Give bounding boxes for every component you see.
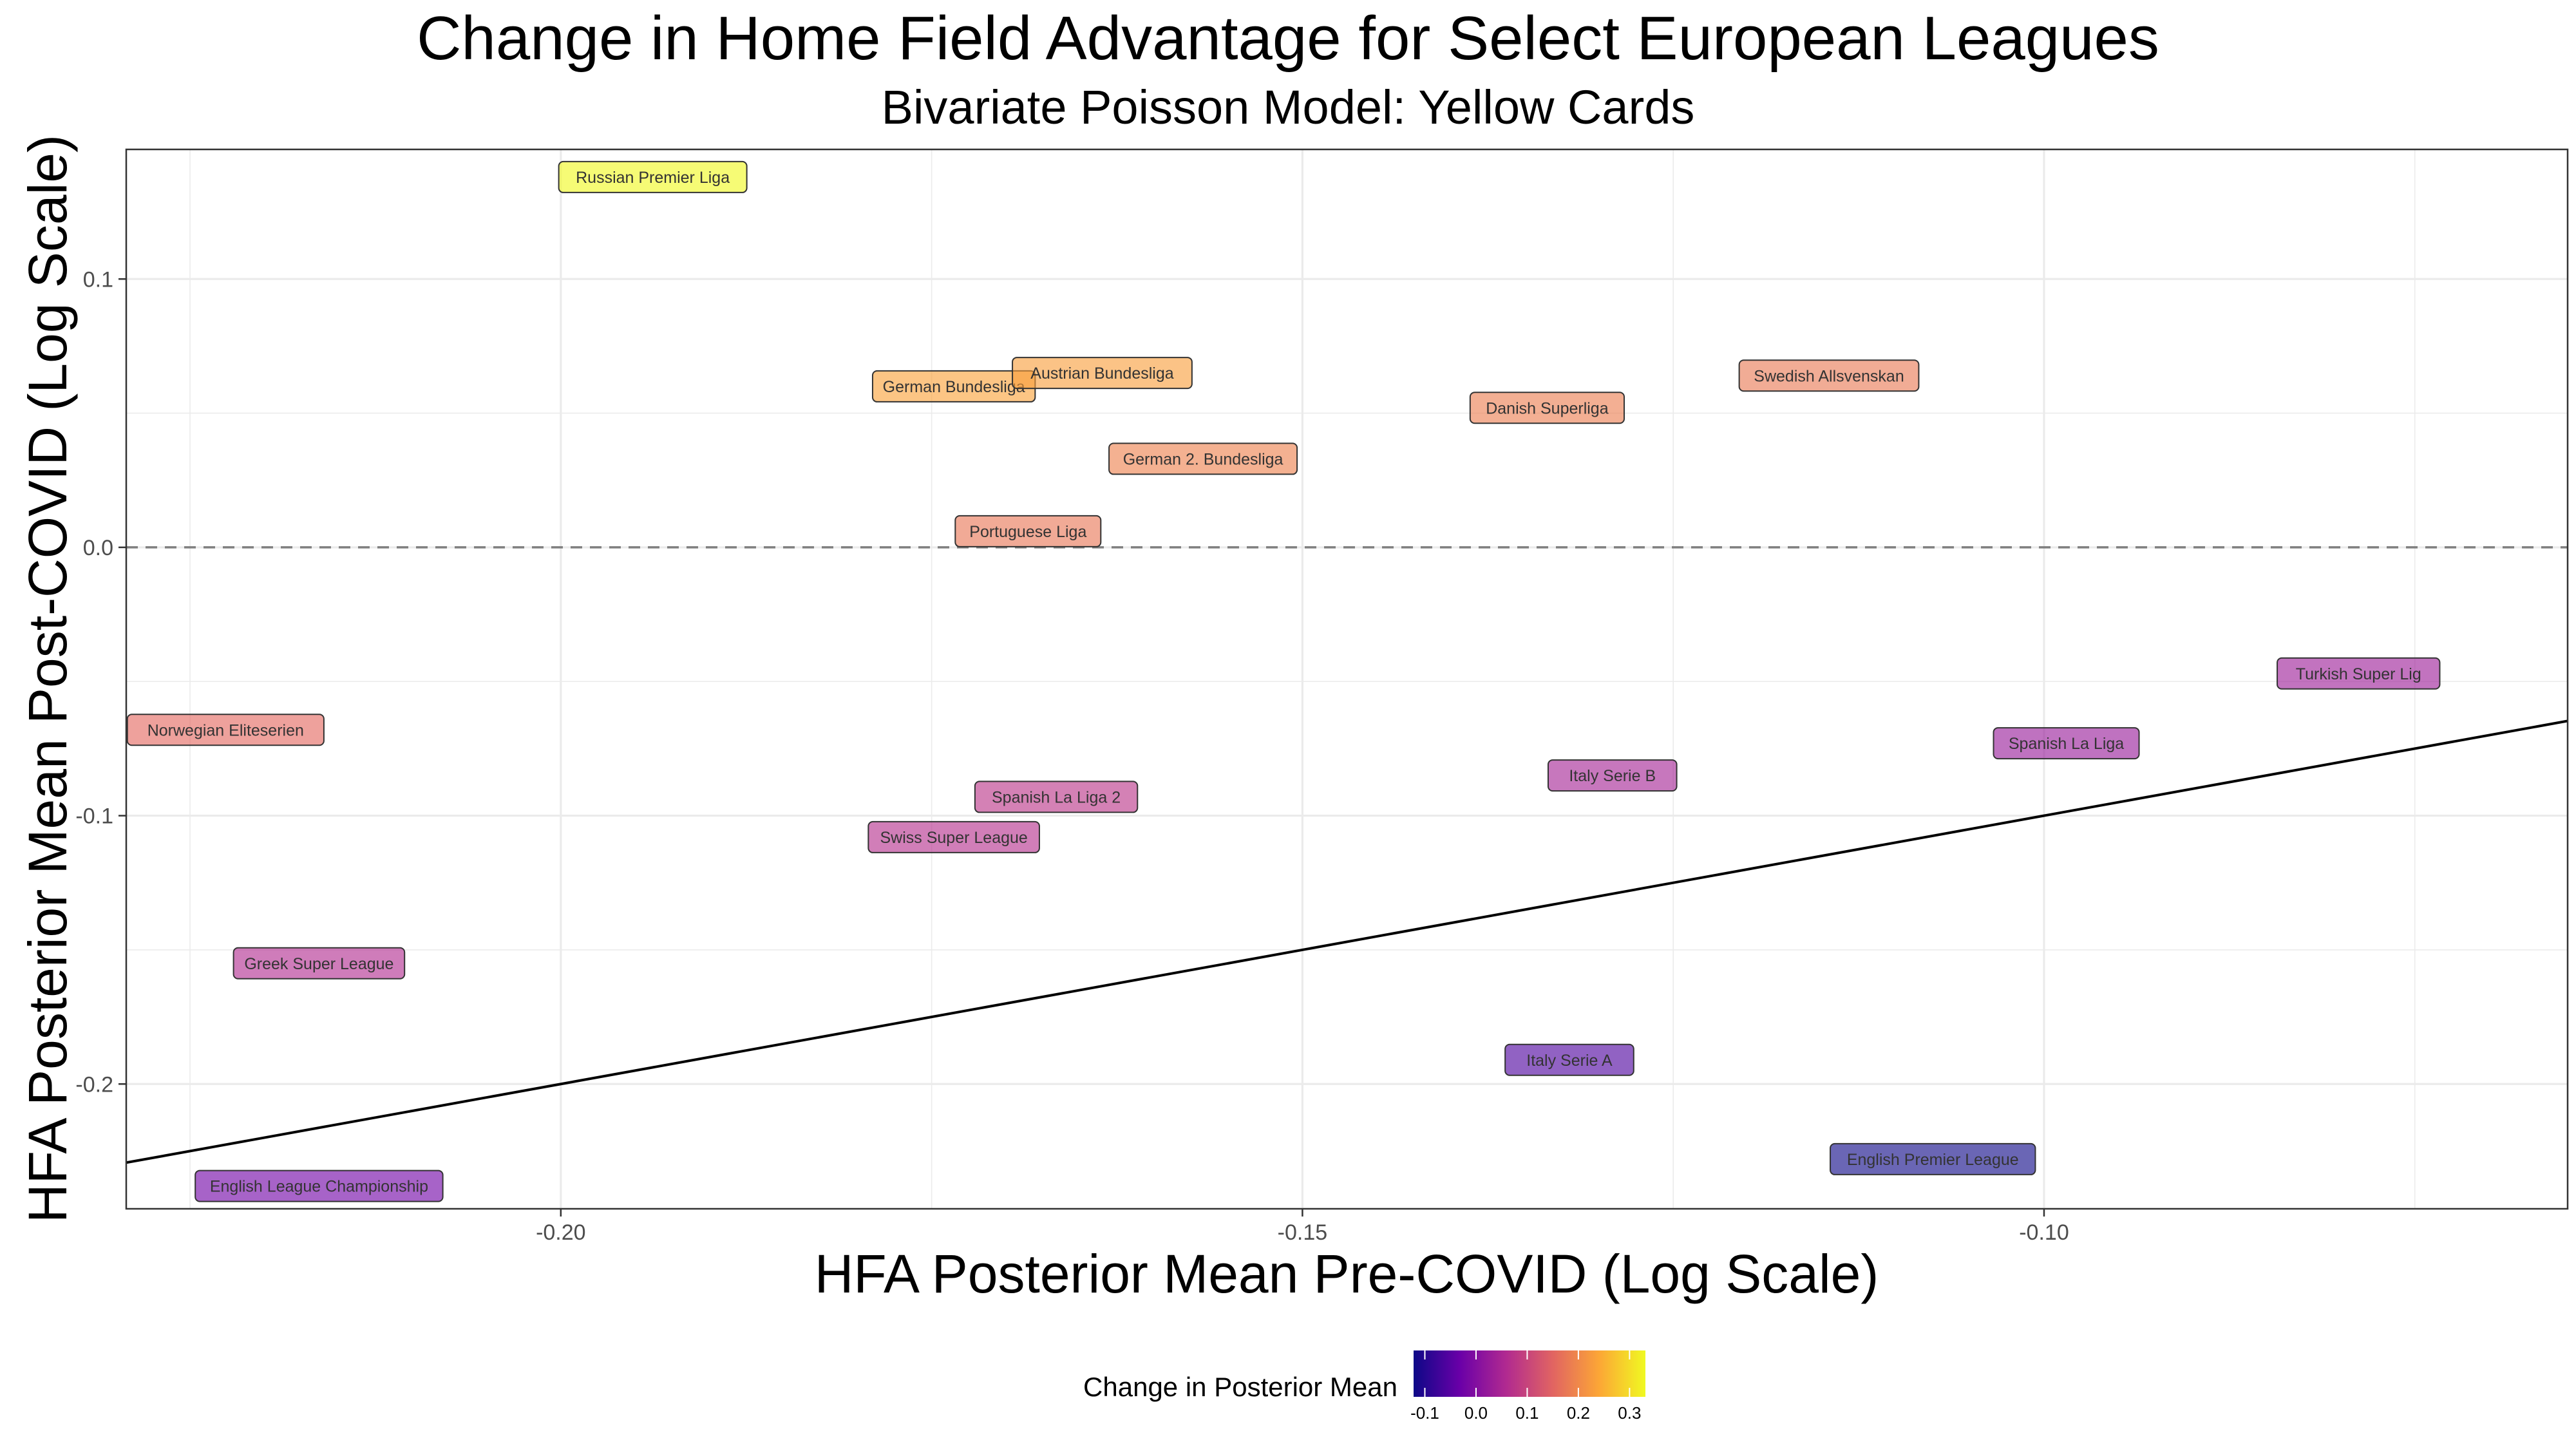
point-label: Turkish Super Lig [2277, 657, 2441, 690]
legend-tick-label: 0.0 [1464, 1403, 1488, 1423]
point-label: Norwegian Eliteserien [126, 714, 325, 746]
chart-title: Change in Home Field Advantage for Selec… [417, 4, 2159, 73]
point-label-text: English Premier League [1847, 1151, 2019, 1169]
point-label: Spanish La Liga 2 [974, 781, 1139, 813]
point-label-text: Norwegian Eliteserien [147, 721, 304, 739]
point-label-box [1012, 357, 1193, 390]
point-label: Italy Serie B [1547, 759, 1678, 792]
point-label-box [558, 160, 748, 193]
panel-background [126, 149, 2568, 1209]
minor-grid [126, 149, 2568, 1209]
point-label-box [1993, 727, 2140, 760]
y-axis-title: HFA Posterior Mean Post-COVID (Log Scale… [17, 135, 78, 1223]
point-label-box [974, 781, 1139, 813]
point-label-text: Spanish La Liga 2 [992, 788, 1121, 806]
point-label-box [2277, 657, 2441, 690]
point-label-text: Greek Super League [244, 955, 393, 973]
legend-tick-label: 0.2 [1567, 1403, 1590, 1423]
point-label: English League Championship [194, 1170, 444, 1202]
point-label: Greek Super League [232, 947, 406, 980]
point-label-text: Swiss Super League [880, 829, 1028, 847]
point-label: German Bundesliga [871, 370, 1036, 402]
point-label-box [867, 820, 1040, 853]
point-label-box [1108, 442, 1298, 475]
chart-subtitle: Bivariate Poisson Model: Yellow Cards [882, 80, 1695, 134]
point-label-text: Swedish Allsvenskan [1754, 367, 1904, 385]
y-tick-label: 0.0 [83, 536, 113, 560]
point-label-box [1469, 392, 1625, 424]
point-label-text: Austrian Bundesliga [1030, 365, 1173, 383]
point-label-text: Italy Serie A [1526, 1052, 1613, 1070]
legend-title: Change in Posterior Mean [1083, 1372, 1397, 1402]
y-axis: 0.1 0.0 -0.1 -0.2 [75, 267, 126, 1097]
point-label: German 2. Bundesliga [1108, 442, 1298, 475]
point-label-text: Russian Premier Liga [576, 169, 730, 187]
y-tick-label: -0.2 [75, 1072, 113, 1097]
point-label: Swiss Super League [867, 820, 1040, 853]
x-tick-label: -0.20 [536, 1220, 586, 1245]
legend-tick-label: 0.1 [1515, 1403, 1539, 1423]
x-tick-label: -0.10 [2019, 1220, 2069, 1245]
y-tick-label: -0.1 [75, 804, 113, 829]
point-label: Italy Serie A [1504, 1043, 1634, 1076]
point-label: English Premier League [1830, 1142, 2036, 1175]
point-label: Swedish Allsvenskan [1738, 359, 1920, 392]
point-label-box [194, 1170, 444, 1202]
plot-panel: Russian Premier Liga German Bundesliga Aus… [125, 148, 2569, 1210]
point-label-text: Spanish La Liga [2009, 735, 2124, 753]
point-label-box [1504, 1043, 1634, 1076]
point-label-box [954, 515, 1102, 547]
point-label-box [1738, 359, 1920, 392]
legend: Change in Posterior Mean -0.1 0.0 0.1 0.2 0.… [1083, 1350, 1645, 1423]
y-tick-label: 0.1 [83, 267, 113, 292]
identity-line [126, 719, 2568, 1164]
legend-colorbar [1414, 1350, 1645, 1397]
point-label-box [1547, 759, 1678, 792]
point-label: Austrian Bundesliga [1012, 357, 1193, 390]
x-tick-label: -0.15 [1278, 1220, 1328, 1245]
x-axis: -0.20 -0.15 -0.10 [536, 1209, 2069, 1245]
reference-lines [126, 546, 2568, 1164]
point-label-box [126, 714, 325, 746]
legend-tick-label: -0.1 [1410, 1403, 1439, 1423]
point-label: Danish Superliga [1469, 392, 1625, 424]
point-label: Russian Premier Liga [558, 160, 748, 193]
point-label-text: Portuguese Liga [969, 523, 1086, 541]
point-label-text: English League Championship [210, 1178, 428, 1196]
point-label-text: Danish Superliga [1486, 399, 1608, 417]
point-label-text: Turkish Super Lig [2296, 665, 2421, 683]
x-axis-title: HFA Posterior Mean Pre-COVID (Log Scale) [815, 1244, 1879, 1304]
point-label-text: German 2. Bundesliga [1123, 450, 1283, 468]
point-label-text: German Bundesliga [883, 378, 1025, 396]
legend-ticks: -0.1 0.0 0.1 0.2 0.3 [1410, 1350, 1641, 1423]
point-label-text: Italy Serie B [1569, 767, 1656, 785]
panel-border [125, 148, 2569, 1210]
point-labels: Russian Premier Liga German Bundesliga Aus… [126, 160, 2441, 1202]
point-label-box [232, 947, 406, 980]
point-label-box [1830, 1142, 2036, 1175]
point-label: Portuguese Liga [954, 515, 1102, 547]
legend-tick-label: 0.3 [1618, 1403, 1641, 1423]
point-label: Spanish La Liga [1993, 727, 2140, 760]
